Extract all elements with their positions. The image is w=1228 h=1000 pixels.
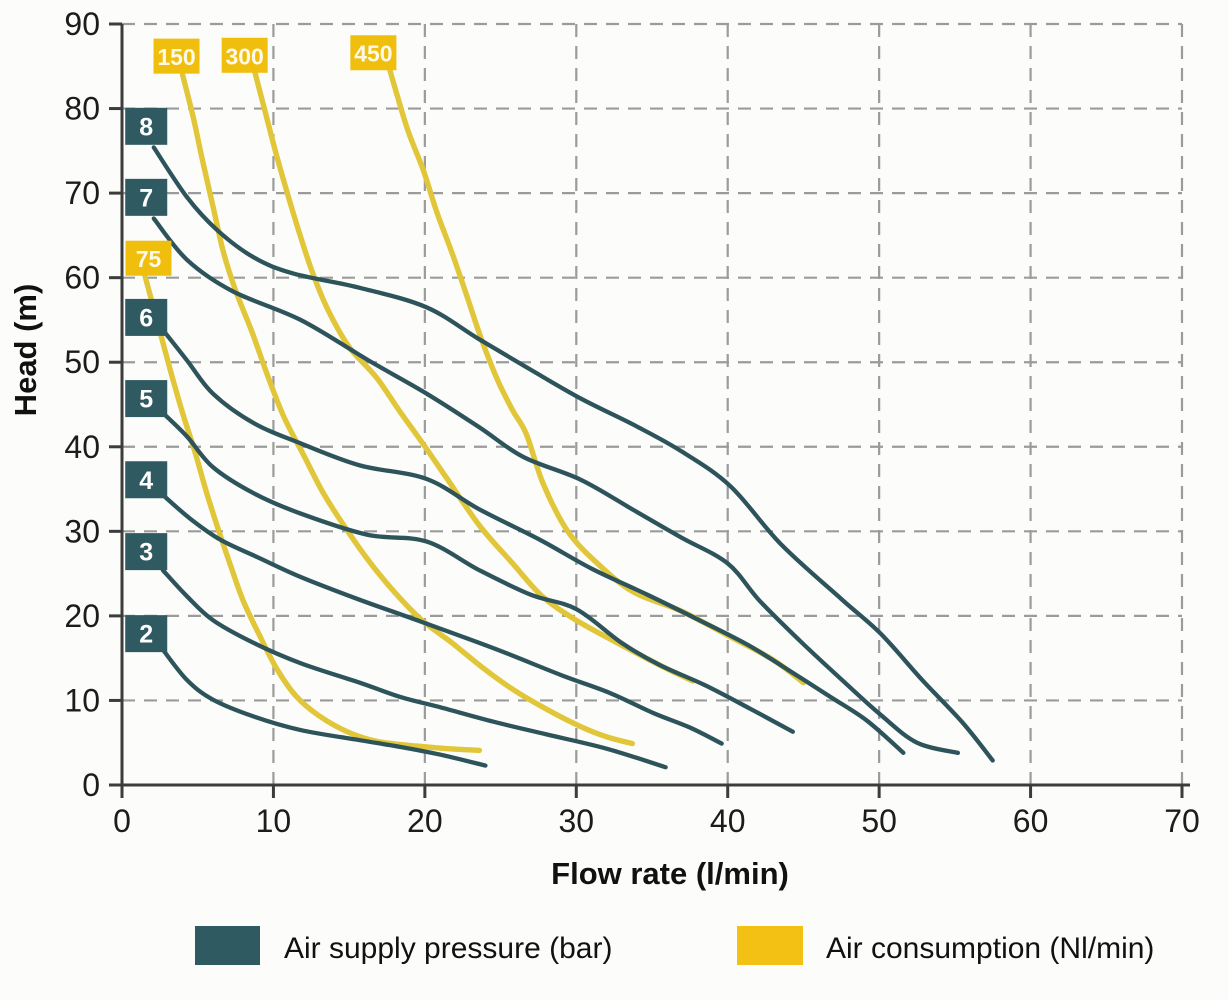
curve-Nlmin-450 (381, 46, 807, 686)
x-tick-label-30: 30 (558, 803, 594, 839)
x-tick-label-50: 50 (861, 803, 897, 839)
curve-label-300: 300 (225, 43, 263, 69)
x-tick-label-10: 10 (256, 803, 292, 839)
curve-label-2: 2 (139, 621, 153, 649)
curve-label-box-75 (125, 240, 172, 276)
y-tick-label-70: 70 (64, 175, 100, 211)
curve-bar-8 (151, 145, 995, 763)
y-tick-label-90: 90 (64, 6, 100, 42)
curve-label-box-450 (350, 35, 397, 71)
x-tick-label-0: 0 (113, 803, 131, 839)
curve-label-6: 6 (139, 304, 153, 332)
x-axis-title: Flow rate (l/min) (551, 856, 789, 891)
legend: Air supply pressure (bar) Air consumptio… (195, 926, 1154, 965)
curve-bar-5 (160, 410, 795, 734)
curve-label-box-8 (125, 107, 168, 145)
curve-label-75: 75 (136, 246, 162, 272)
curve-label-4: 4 (139, 467, 153, 495)
y-tick-label-60: 60 (64, 260, 100, 296)
x-tick-label-70: 70 (1164, 803, 1200, 839)
curve-Nlmin-300 (249, 59, 696, 684)
curve-label-box-3 (125, 533, 168, 571)
y-tick-label-10: 10 (64, 682, 100, 718)
legend-swatch-pressure (195, 926, 260, 965)
plot-area: 0 10 20 30 40 50 60 70 0 10 20 30 40 50 60 70 80 90 2 3 4 5 6 7… (64, 6, 1199, 839)
curve-label-box-150 (153, 38, 200, 74)
curve-bar-7 (151, 216, 961, 756)
curve-bar-6 (162, 329, 906, 756)
y-tick-label-30: 30 (64, 513, 100, 549)
y-tick-label-50: 50 (64, 344, 100, 380)
curve-bar-2 (160, 647, 488, 768)
y-tick-label-40: 40 (64, 429, 100, 465)
curve-label-7: 7 (139, 184, 153, 212)
curve-label-450: 450 (354, 41, 392, 67)
x-tick-label-40: 40 (710, 803, 746, 839)
curve-label-box-7 (125, 178, 168, 216)
y-tick-label-80: 80 (64, 91, 100, 127)
curve-Nlmin-75 (140, 266, 483, 754)
legend-label-pressure: Air supply pressure (bar) (284, 932, 612, 965)
curve-bar-3 (160, 568, 668, 770)
curve-label-box-6 (125, 298, 168, 336)
curve-label-box-2 (125, 615, 168, 653)
legend-swatch-consumption (737, 926, 803, 965)
y-tick-label-0: 0 (82, 767, 100, 803)
curve-label-150: 150 (157, 44, 195, 70)
x-tick-label-60: 60 (1013, 803, 1049, 839)
legend-label-consumption: Air consumption (Nl/min) (826, 932, 1154, 965)
curve-label-box-300 (221, 37, 268, 73)
curve-label-box-5 (125, 380, 168, 418)
y-tick-label-20: 20 (64, 598, 100, 634)
curve-label-8: 8 (139, 113, 153, 141)
y-axis-title: Head (m) (8, 284, 43, 417)
curve-bar-4 (160, 492, 724, 746)
curve-label-3: 3 (139, 539, 153, 567)
x-tick-label-20: 20 (407, 803, 443, 839)
curve-label-5: 5 (139, 386, 153, 414)
curve-label-box-4 (125, 461, 168, 499)
